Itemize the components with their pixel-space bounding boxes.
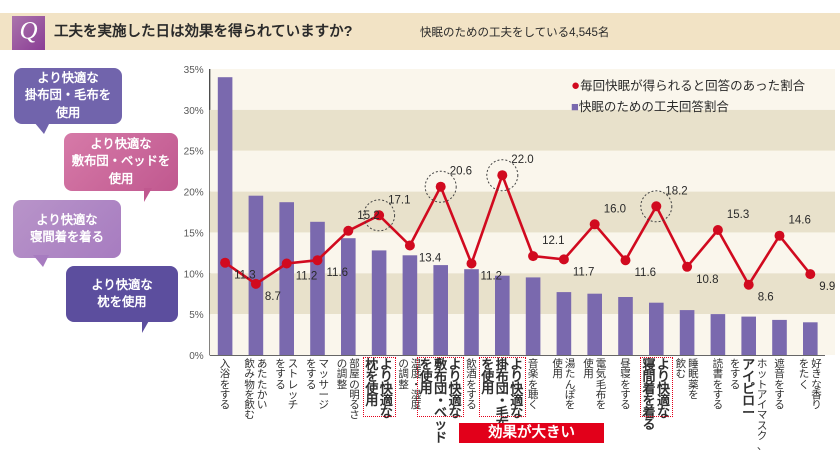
svg-text:10.8: 10.8	[696, 274, 718, 286]
svg-text:22.0: 22.0	[511, 154, 533, 166]
svg-text:30%: 30%	[184, 106, 204, 117]
svg-text:11.6: 11.6	[327, 267, 349, 279]
svg-text:11.7: 11.7	[573, 266, 595, 278]
svg-text:16.0: 16.0	[604, 203, 626, 215]
svg-text:15.3: 15.3	[727, 209, 749, 221]
svg-text:0%: 0%	[189, 351, 204, 362]
svg-text:11.6: 11.6	[635, 267, 657, 279]
svg-text:17.1: 17.1	[388, 194, 410, 206]
svg-text:18.2: 18.2	[665, 185, 687, 197]
svg-text:12.1: 12.1	[542, 235, 564, 247]
svg-text:11.2: 11.2	[296, 271, 318, 283]
svg-text:14.6: 14.6	[789, 215, 811, 227]
svg-text:10%: 10%	[184, 269, 204, 280]
svg-text:35%: 35%	[184, 65, 204, 76]
svg-text:5%: 5%	[189, 310, 204, 321]
svg-text:8.7: 8.7	[265, 291, 281, 303]
svg-text:20%: 20%	[184, 188, 204, 199]
svg-text:11.2: 11.2	[481, 271, 503, 283]
svg-text:25%: 25%	[184, 147, 204, 158]
svg-text:8.6: 8.6	[758, 292, 774, 304]
svg-text:13.4: 13.4	[419, 253, 442, 265]
svg-text:15%: 15%	[184, 228, 204, 239]
svg-text:9.9: 9.9	[819, 281, 835, 293]
svg-text:11.3: 11.3	[234, 270, 256, 282]
svg-text:20.6: 20.6	[450, 166, 472, 178]
svg-text:15.2: 15.2	[357, 210, 379, 222]
